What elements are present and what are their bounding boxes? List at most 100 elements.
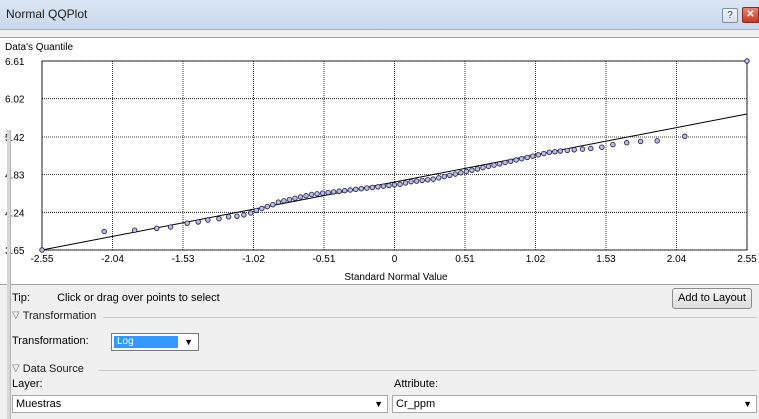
data-point[interactable] xyxy=(101,228,107,235)
data-point[interactable] xyxy=(330,189,337,195)
data-point[interactable] xyxy=(579,146,586,152)
data-point[interactable] xyxy=(319,190,326,196)
dropdown-arrow-icon: ▼ xyxy=(184,337,193,347)
data-point[interactable] xyxy=(225,214,232,220)
data-point[interactable] xyxy=(469,167,475,173)
data-point[interactable] xyxy=(491,162,497,168)
data-point[interactable] xyxy=(637,138,644,145)
x-tick-label: 2.04 xyxy=(667,254,687,265)
data-point[interactable] xyxy=(564,147,570,154)
data-point[interactable] xyxy=(264,203,271,210)
data-point[interactable] xyxy=(458,170,464,176)
data-source-section-header[interactable]: ▽ Data Source xyxy=(12,363,84,375)
close-button[interactable]: ✕ xyxy=(742,7,759,23)
data-point[interactable] xyxy=(154,225,160,231)
attribute-label: Attribute: xyxy=(394,378,439,390)
data-point[interactable] xyxy=(281,198,287,204)
y-tick-label: 4.24 xyxy=(5,208,25,219)
data-point[interactable] xyxy=(369,184,376,191)
data-point[interactable] xyxy=(380,183,387,189)
data-point[interactable] xyxy=(297,194,304,200)
data-point[interactable] xyxy=(275,199,282,205)
data-point[interactable] xyxy=(744,58,750,64)
data-point[interactable] xyxy=(195,219,201,225)
layer-dropdown[interactable]: Muestras ▼ xyxy=(12,395,388,413)
data-point[interactable] xyxy=(286,196,293,203)
data-point[interactable] xyxy=(131,227,138,233)
data-point[interactable] xyxy=(402,180,409,186)
data-point[interactable] xyxy=(535,152,541,158)
data-point[interactable] xyxy=(347,187,353,193)
data-point[interactable] xyxy=(375,184,381,190)
data-point[interactable] xyxy=(408,178,414,185)
data-point[interactable] xyxy=(513,157,519,163)
add-to-layout-button[interactable]: Add to Layout xyxy=(672,288,752,309)
data-point[interactable] xyxy=(358,186,365,192)
data-point[interactable] xyxy=(413,178,420,184)
data-point[interactable] xyxy=(259,205,265,212)
section-divider xyxy=(103,317,757,318)
data-point[interactable] xyxy=(546,149,553,156)
data-point[interactable] xyxy=(530,153,536,159)
x-axis-title: Standard Normal Value xyxy=(344,272,448,283)
data-point[interactable] xyxy=(588,145,594,152)
qq-plot-pane[interactable]: 6.61 6.02 5.42 4.83 4.24 3.65 -2.55 -2.04 -1.53… xyxy=(0,37,759,285)
data-point[interactable] xyxy=(342,187,348,194)
data-point[interactable] xyxy=(624,140,630,146)
data-point[interactable] xyxy=(419,177,425,184)
data-point[interactable] xyxy=(507,158,514,164)
help-button[interactable]: ? xyxy=(722,8,738,23)
data-point[interactable] xyxy=(463,168,470,175)
data-point[interactable] xyxy=(436,175,442,181)
data-point[interactable] xyxy=(496,161,503,167)
transformation-label: Transformation: xyxy=(12,335,89,347)
data-point[interactable] xyxy=(234,213,240,219)
data-point[interactable] xyxy=(502,159,508,166)
data-point[interactable] xyxy=(557,148,564,154)
data-point[interactable] xyxy=(447,172,453,178)
data-point[interactable] xyxy=(253,207,259,214)
data-point[interactable] xyxy=(364,185,370,191)
data-point[interactable] xyxy=(518,155,525,162)
data-point[interactable] xyxy=(248,210,254,216)
attribute-dropdown[interactable]: Cr_ppm ▼ xyxy=(392,395,757,413)
data-point[interactable] xyxy=(682,133,688,140)
data-point[interactable] xyxy=(336,188,342,194)
data-point[interactable] xyxy=(552,148,558,155)
data-point[interactable] xyxy=(184,220,190,226)
data-point[interactable] xyxy=(292,195,298,201)
data-point[interactable] xyxy=(524,154,530,161)
data-point[interactable] xyxy=(485,163,492,170)
data-point[interactable] xyxy=(397,181,403,187)
data-point[interactable] xyxy=(441,173,447,180)
data-point[interactable] xyxy=(654,138,660,144)
data-point[interactable] xyxy=(167,224,174,230)
qq-plot-chart[interactable]: 6.61 6.02 5.42 4.83 4.24 3.65 -2.55 -2.04 -1.53… xyxy=(0,38,759,284)
data-point[interactable] xyxy=(424,177,431,183)
data-point[interactable] xyxy=(386,182,392,189)
data-point[interactable] xyxy=(270,201,276,208)
data-point[interactable] xyxy=(474,166,481,172)
data-point[interactable] xyxy=(308,191,315,198)
data-point[interactable] xyxy=(314,191,320,197)
data-point[interactable] xyxy=(205,217,211,223)
transformation-selected-value: Log xyxy=(114,336,178,348)
section-divider xyxy=(98,370,757,371)
transformation-select[interactable]: Log ▼ xyxy=(111,333,199,351)
data-point[interactable] xyxy=(216,216,222,222)
data-point[interactable] xyxy=(303,193,309,199)
data-point[interactable] xyxy=(39,247,45,253)
transformation-section-header[interactable]: ▽ Transformation xyxy=(12,310,96,322)
data-point[interactable] xyxy=(391,182,398,188)
data-point[interactable] xyxy=(610,141,616,148)
plot-grid xyxy=(41,60,748,251)
data-point[interactable] xyxy=(241,212,247,218)
data-point[interactable] xyxy=(430,176,436,182)
data-point[interactable] xyxy=(452,171,459,177)
data-point[interactable] xyxy=(541,150,547,157)
data-point[interactable] xyxy=(353,186,359,193)
data-point[interactable] xyxy=(480,164,486,171)
data-point[interactable] xyxy=(571,147,577,153)
data-point[interactable] xyxy=(599,144,605,150)
data-point[interactable] xyxy=(325,189,331,196)
